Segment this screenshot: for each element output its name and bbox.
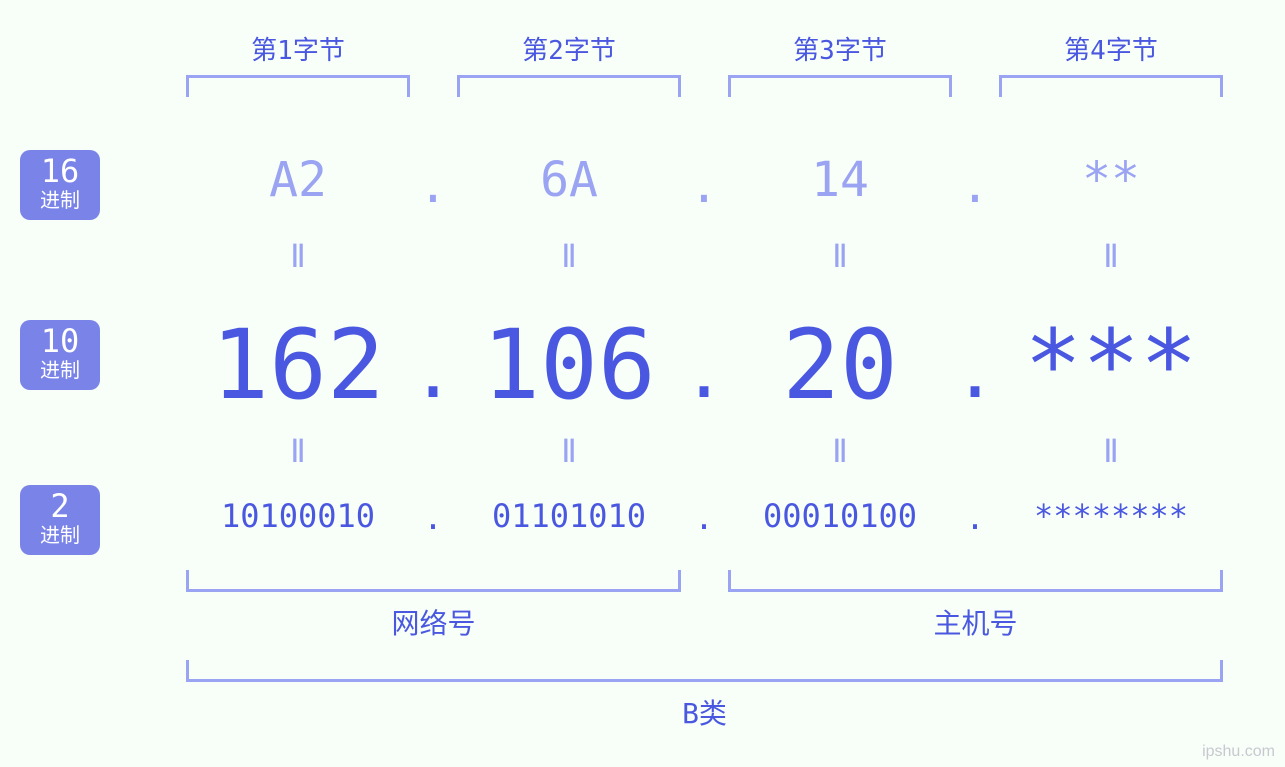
equals-top-1: ǁ [148, 240, 448, 274]
radix-badge-label: 进制 [20, 358, 100, 382]
radix-badge-2: 2进制 [20, 485, 100, 555]
class-label: B类 [186, 692, 1223, 732]
hex-dot-2: . [554, 161, 854, 211]
byte-top-bracket-4 [999, 75, 1223, 97]
byte-label-1: 第1字节 [218, 30, 378, 67]
equals-bottom-4: ǁ [961, 435, 1261, 469]
byte-label-2: 第2字节 [489, 30, 649, 67]
network-bracket [186, 570, 681, 592]
byte-label-3: 第3字节 [760, 30, 920, 67]
dec-dot-1: . [283, 335, 583, 411]
ip-byte-diagram: 第1字节第2字节第3字节第4字节16进制10进制2进制A26A14**...ǁǁ… [0, 0, 1285, 767]
equals-bottom-1: ǁ [148, 435, 448, 469]
equals-bottom-3: ǁ [690, 435, 990, 469]
class-bracket [186, 660, 1223, 682]
bin-dot-3: . [825, 502, 1125, 536]
equals-bottom-2: ǁ [419, 435, 719, 469]
radix-badge-number: 16 [20, 154, 100, 188]
byte-top-bracket-1 [186, 75, 410, 97]
radix-badge-number: 10 [20, 324, 100, 358]
bin-dot-2: . [554, 502, 854, 536]
bin-dot-1: . [283, 502, 583, 536]
radix-badge-10: 10进制 [20, 320, 100, 390]
radix-badge-label: 进制 [20, 188, 100, 212]
dec-dot-2: . [554, 335, 854, 411]
equals-top-2: ǁ [419, 240, 719, 274]
equals-top-3: ǁ [690, 240, 990, 274]
hex-dot-3: . [825, 161, 1125, 211]
hex-dot-1: . [283, 161, 583, 211]
radix-badge-label: 进制 [20, 523, 100, 547]
dec-dot-3: . [825, 335, 1125, 411]
radix-badge-number: 2 [20, 489, 100, 523]
byte-label-4: 第4字节 [1031, 30, 1191, 67]
byte-top-bracket-3 [728, 75, 952, 97]
equals-top-4: ǁ [961, 240, 1261, 274]
radix-badge-16: 16进制 [20, 150, 100, 220]
byte-top-bracket-2 [457, 75, 681, 97]
network-label: 网络号 [186, 602, 681, 642]
host-label: 主机号 [728, 602, 1223, 642]
host-bracket [728, 570, 1223, 592]
watermark: ipshu.com [1202, 743, 1275, 761]
